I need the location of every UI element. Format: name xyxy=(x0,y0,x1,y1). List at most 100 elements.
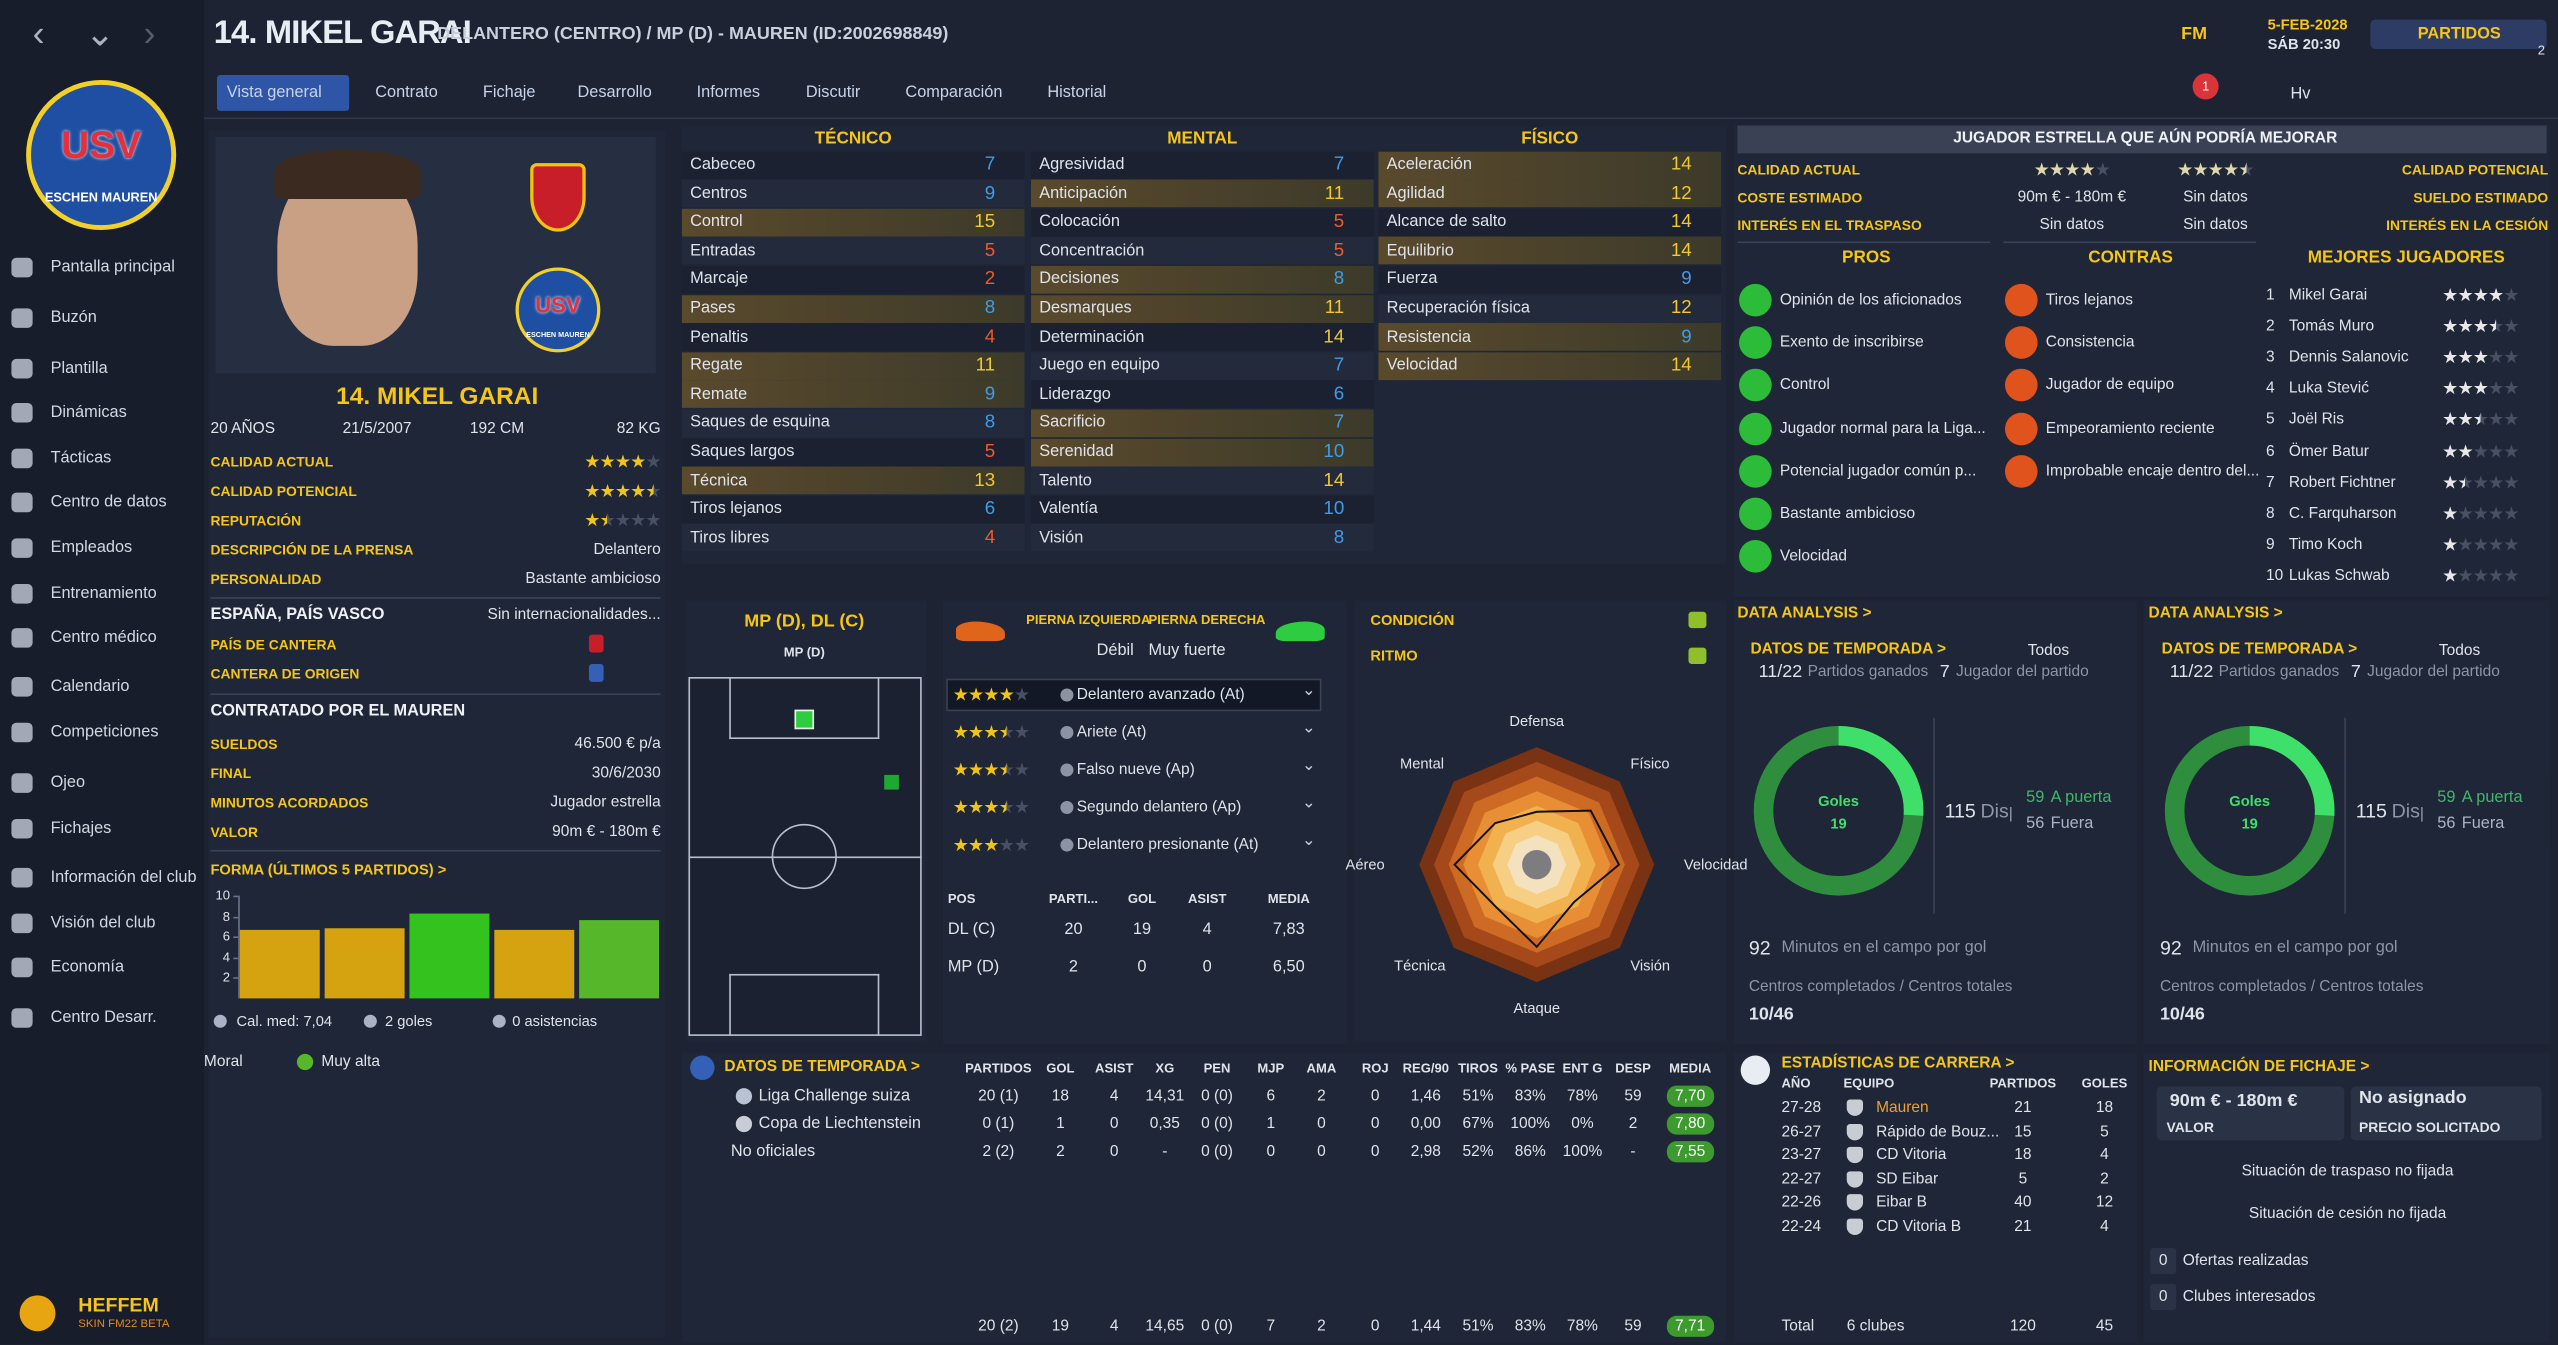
player-name[interactable]: Tomás Muro xyxy=(2288,317,2375,336)
attribute-value: 5 xyxy=(1333,241,1345,261)
menu-item[interactable]: Empleados xyxy=(50,539,133,558)
radar-label: Velocidad xyxy=(1683,856,1748,873)
star: ★ xyxy=(2442,379,2458,400)
menu-item[interactable]: Información del club xyxy=(50,868,197,887)
menu-item[interactable]: Visión del club xyxy=(50,914,156,933)
field-label: SUELDO ESTIMADO xyxy=(2413,189,2549,206)
menu-item[interactable]: Centro Desarr. xyxy=(50,1009,157,1027)
attribute-name: Saques largos xyxy=(690,442,795,461)
player-name[interactable]: C. Farquharson xyxy=(2288,504,2397,523)
tab[interactable]: Informes xyxy=(696,84,761,102)
role-name[interactable]: Delantero avanzado (At) xyxy=(1076,685,1245,704)
tab[interactable]: Comparación xyxy=(905,84,1003,102)
nav-arrow[interactable]: ‹ xyxy=(32,13,45,54)
menu-item[interactable]: Entrenamiento xyxy=(50,584,157,603)
menu-item[interactable]: Fichajes xyxy=(50,819,112,838)
chevron: ⌄ xyxy=(1301,719,1316,738)
section-title[interactable]: ESTADÍSTICAS DE CARRERA > xyxy=(1781,1054,2015,1073)
table-cell: 22-24 xyxy=(1781,1217,1822,1236)
filter[interactable]: Todos xyxy=(2438,641,2481,660)
button-label[interactable]: PARTIDOS xyxy=(2417,25,2501,44)
section-title: JUGADOR ESTRELLA QUE AÚN PODRÍA MEJORAR xyxy=(1953,129,2338,148)
table-header: POS xyxy=(947,891,976,907)
table-header: AMA xyxy=(1306,1061,1337,1076)
tab[interactable]: Vista general xyxy=(226,84,322,102)
player-name[interactable]: Ömer Batur xyxy=(2288,442,2369,461)
nav-arrow[interactable]: ⌄ xyxy=(84,13,115,54)
star: ★ xyxy=(983,761,999,781)
nav-arrow[interactable]: › xyxy=(143,13,156,54)
stat-value: 11/22 xyxy=(2169,662,2214,682)
donut xyxy=(1753,725,1924,896)
attribute-row xyxy=(1378,351,1722,380)
star: ★ xyxy=(2472,473,2489,493)
logo-sub: SKIN FM22 BETA xyxy=(78,1318,170,1331)
player-name[interactable]: Robert Fichtner xyxy=(2288,473,2396,492)
foot-value: Muy fuerte xyxy=(1148,641,1226,660)
table-header: ROJ xyxy=(1361,1061,1389,1076)
player-name[interactable]: Timo Koch xyxy=(2288,535,2363,554)
role-name[interactable]: Falso nueve (Ap) xyxy=(1076,761,1195,779)
section-header xyxy=(1737,125,2547,154)
player-name[interactable]: Lukas Schwab xyxy=(2288,566,2390,585)
donut-arc xyxy=(1753,725,1924,896)
stat-value: 11/22 xyxy=(1758,662,1803,682)
button[interactable] xyxy=(2370,19,2547,49)
table-cell: 18 xyxy=(2095,1098,2114,1117)
menu-item[interactable]: Centro de datos xyxy=(50,493,167,512)
stars: ★★★★★ xyxy=(2442,534,2519,556)
star: ★ xyxy=(630,452,646,473)
tab[interactable]: Contrato xyxy=(375,84,438,102)
menu-item[interactable]: Dinámicas xyxy=(50,403,127,422)
menu-item[interactable]: Plantilla xyxy=(50,359,108,378)
player-name[interactable]: Dennis Salanovic xyxy=(2288,348,2409,367)
divider xyxy=(1737,241,1991,244)
attribute-value: 7 xyxy=(1333,355,1345,376)
attribute-row xyxy=(681,237,1025,265)
menu-item[interactable]: Economía xyxy=(50,958,125,977)
menu-icon xyxy=(11,584,33,604)
menu-item[interactable]: Ojeo xyxy=(50,774,86,793)
tab[interactable]: Discutir xyxy=(805,84,861,102)
trait-icon xyxy=(2004,326,2038,360)
attribute-row xyxy=(681,495,1025,524)
attribute-name: Anticipación xyxy=(1039,184,1128,203)
role-name[interactable]: Delantero presionante (At) xyxy=(1076,836,1259,855)
player-name[interactable]: Luka Stević xyxy=(2288,379,2369,398)
player-name[interactable]: Joël Ris xyxy=(2288,410,2344,429)
section-title[interactable]: INFORMACIÓN DE FICHAJE > xyxy=(2148,1057,2370,1076)
star: ★ xyxy=(2177,160,2193,181)
star: ★ xyxy=(2472,442,2489,462)
menu-item[interactable]: Pantalla principal xyxy=(50,258,175,277)
field-label: CALIDAD ACTUAL xyxy=(1737,161,1861,178)
tab[interactable]: Desarrollo xyxy=(577,84,652,102)
table-header: MEDIA xyxy=(1669,1061,1712,1076)
crest xyxy=(515,267,601,353)
menu-item[interactable]: Centro médico xyxy=(50,628,157,647)
section-title[interactable]: DATOS DE TEMPORADA > xyxy=(724,1057,920,1076)
tab[interactable]: Historial xyxy=(1047,84,1107,102)
menu-item[interactable]: Tácticas xyxy=(50,449,112,468)
attribute-name: Talento xyxy=(1039,471,1092,490)
player-name[interactable]: Mikel Garai xyxy=(2288,286,2368,305)
section-title[interactable]: DATA ANALYSIS > xyxy=(1737,604,1872,623)
role-name[interactable]: Ariete (At) xyxy=(1076,723,1147,742)
tab[interactable]: Fichaje xyxy=(482,84,536,102)
menu-item[interactable]: Competiciones xyxy=(50,723,159,742)
attribute-row xyxy=(1378,323,1722,351)
stars: ★★★★★ xyxy=(953,759,1030,781)
role-name[interactable]: Segundo delantero (Ap) xyxy=(1076,798,1242,817)
section-title[interactable]: DATA ANALYSIS > xyxy=(2148,604,2283,623)
radar-label: Ataque xyxy=(1513,1000,1561,1017)
club-icon xyxy=(1846,1147,1864,1164)
menu-item[interactable]: Buzón xyxy=(50,309,97,328)
star: ★ xyxy=(2192,160,2208,181)
subsection-title[interactable]: DATOS DE TEMPORADA > xyxy=(2161,640,2358,659)
filter[interactable]: Todos xyxy=(2027,641,2070,660)
subsection-title[interactable]: DATOS DE TEMPORADA > xyxy=(1750,640,1947,659)
attribute-row xyxy=(1378,265,1722,294)
menu-item[interactable]: Calendario xyxy=(50,677,130,696)
attribute-name: Técnica xyxy=(690,471,748,490)
rank: 4 xyxy=(2265,379,2275,398)
chevron: ⌄ xyxy=(1301,832,1316,850)
